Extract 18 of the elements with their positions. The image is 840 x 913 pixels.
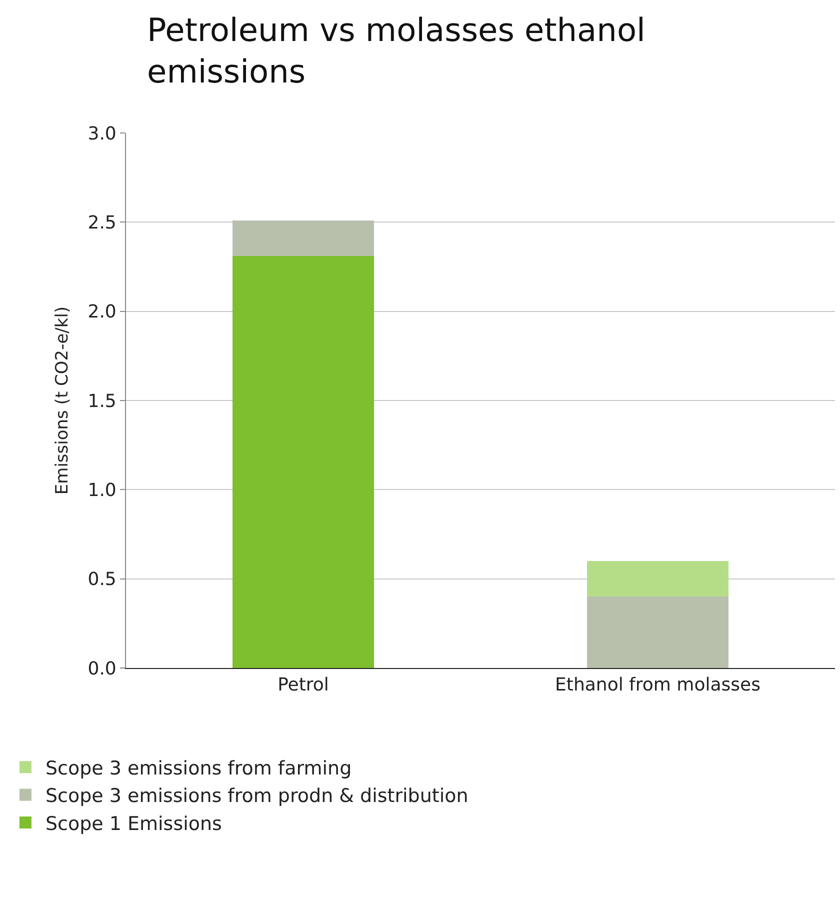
y-tick-label: 1.0 <box>88 480 116 501</box>
bar <box>232 220 374 256</box>
bar <box>586 561 729 597</box>
y-tick-label: 2.0 <box>88 302 116 323</box>
chart-title: Petroleum vs molasses ethanol emissions <box>147 11 646 91</box>
y-tick-label: 1.5 <box>88 390 116 412</box>
bar <box>232 256 374 668</box>
y-tick-label: 0.5 <box>88 569 116 590</box>
bar <box>586 596 729 668</box>
legend-label: Scope 3 emissions from prodn & distribution <box>45 785 468 808</box>
y-tick-label: 2.5 <box>88 212 116 234</box>
y-tick-label: 0.0 <box>88 658 116 680</box>
y-tick-label: 3.0 <box>88 123 116 144</box>
x-tick-label: Petrol <box>278 674 329 696</box>
y-axis-title: Emissions (t CO2-e/kl) <box>52 306 72 495</box>
legend-label: Scope 3 emissions from farming <box>45 758 352 780</box>
legend-label: Scope 1 Emissions <box>45 812 222 835</box>
x-tick-label: Ethanol from molasses <box>555 674 760 696</box>
